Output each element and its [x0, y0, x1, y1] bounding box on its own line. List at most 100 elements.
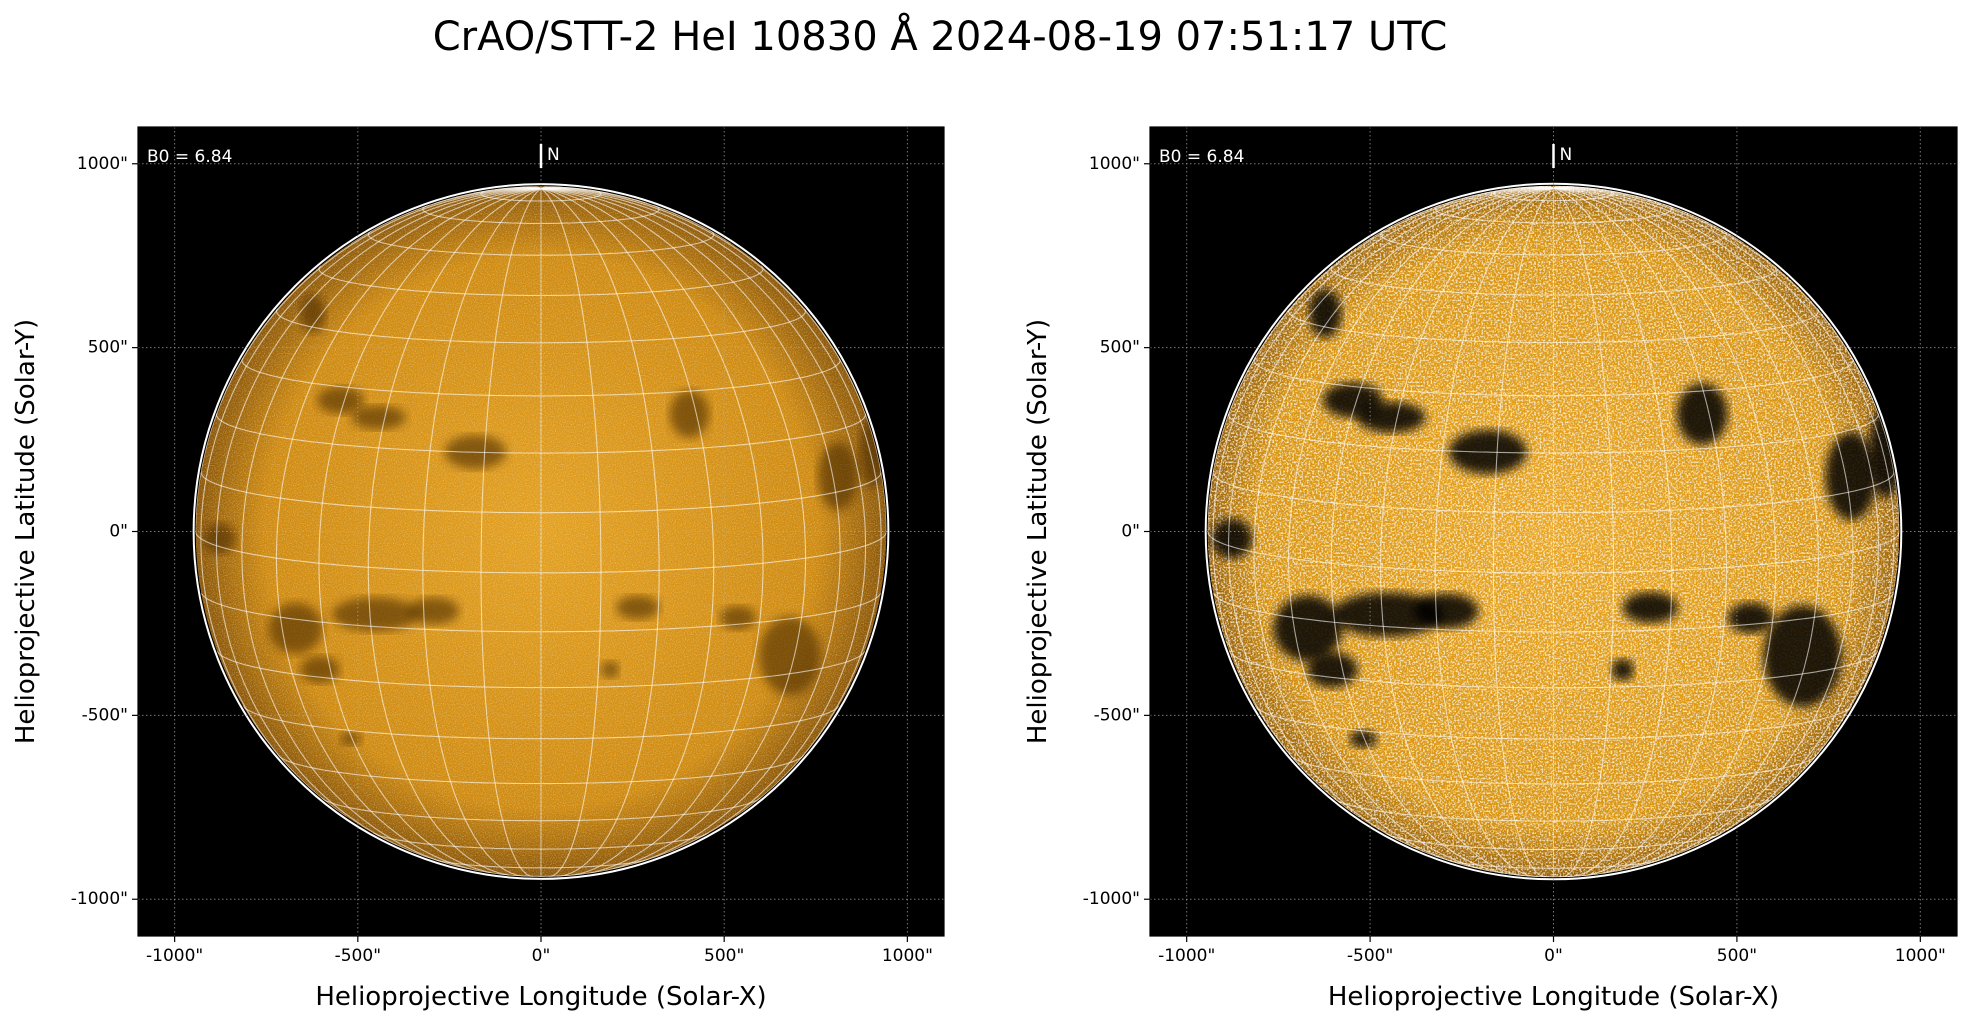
filament: [351, 405, 406, 430]
graticule-line: [215, 188, 542, 860]
graticule-line: [540, 188, 715, 877]
axes: -1000" -500" 0" 500" 1000" -1000" -500" 0" 500" 1…: [11, 126, 945, 1012]
filament: [1611, 658, 1635, 681]
graticule-line: [195, 188, 542, 532]
filament: [669, 390, 710, 438]
x-tick-label: 500": [1717, 946, 1757, 966]
graticule-line: [367, 188, 542, 877]
graticule-line: [1253, 187, 1554, 871]
filament: [268, 602, 323, 654]
filament: [616, 595, 660, 620]
graticule-line: [1212, 187, 1554, 818]
graticule-line: [1553, 187, 1745, 244]
x-tick-label: 0": [1544, 946, 1563, 966]
graticule-line: [540, 188, 660, 877]
graticule-line: [1553, 187, 1819, 875]
y-tick-label: -500": [1094, 705, 1140, 725]
graticule-line: [241, 188, 542, 870]
filament: [759, 616, 821, 695]
y-tick-label: 0": [109, 522, 128, 542]
graticule-line: [1553, 187, 1673, 878]
graticule-line: [540, 186, 548, 190]
graticule-line: [1553, 185, 1568, 189]
x-tick-label: -500": [1347, 946, 1393, 966]
x-axis-label: Helioprojective Longitude (Solar-X): [315, 982, 766, 1012]
y-tick-label: -500": [82, 705, 128, 725]
graticule-line: [540, 188, 887, 532]
filament: [1763, 605, 1842, 707]
graticule-line: [540, 188, 807, 874]
filament: [1349, 730, 1378, 748]
graticule-line: [1228, 187, 1554, 860]
filament: [1273, 595, 1343, 662]
filament: [1727, 602, 1774, 634]
y-axis-label: Helioprojective Latitude (Solar-Y): [11, 319, 41, 744]
filament: [818, 442, 858, 511]
x-tick-label: 500": [704, 946, 744, 966]
x-tick-label: 1000": [882, 946, 933, 966]
graticule-line: [540, 186, 556, 190]
y-tick-label: 500": [88, 338, 128, 358]
x-tick-label: 0": [532, 946, 551, 966]
y-tick-label: -1000": [1083, 889, 1140, 909]
graticule-line: [1553, 187, 1900, 532]
graticule-line: [540, 188, 764, 876]
graticule-line: [275, 188, 542, 874]
filament: [317, 386, 365, 414]
graticule-line: [200, 188, 542, 817]
graticule-line: [540, 187, 732, 244]
filament: [1306, 652, 1358, 688]
graticule-line: [1288, 187, 1554, 875]
filament: [1676, 383, 1728, 445]
filament: [1332, 592, 1443, 637]
graticule-line: [422, 188, 542, 877]
filament: [1211, 518, 1253, 559]
graticule-line: [1492, 187, 1554, 878]
axes-frame: [1149, 126, 1958, 937]
north-label: N: [547, 145, 560, 165]
y-tick-label: 500": [1100, 338, 1140, 358]
y-tick-label: 0": [1121, 522, 1140, 542]
graticule-line: [1553, 187, 1854, 871]
axes: -1000" -500" 0" 500" 1000" -1000" -500" 0" 500" 1…: [1023, 126, 1958, 1012]
filament: [1825, 432, 1877, 521]
filament: [1356, 401, 1426, 433]
graticule-line: [1434, 187, 1554, 878]
graticule-line: [1553, 187, 1615, 878]
filament: [1414, 593, 1479, 629]
graticule-line: [540, 188, 867, 860]
graticule-line: [318, 188, 542, 876]
graticule-line: [1207, 187, 1554, 532]
filament: [1622, 592, 1678, 623]
filament: [719, 605, 756, 630]
graticule-line: [480, 188, 542, 877]
filament: [1309, 289, 1342, 338]
x-tick-label: -500": [335, 946, 381, 966]
north-label: N: [1560, 145, 1573, 165]
graticule-line: [1362, 187, 1554, 244]
graticule-line: [350, 187, 542, 244]
y-tick-label: -1000": [71, 889, 128, 909]
graticule-line: [1553, 187, 1879, 860]
figure-title: CrAO/STT-2 HeI 10830 Å 2024-08-19 07:51:…: [433, 12, 1448, 60]
graticule-line: [1553, 187, 1895, 818]
graticule-line: [540, 188, 602, 877]
y-tick-label: 1000": [77, 154, 128, 174]
filament: [601, 661, 620, 679]
x-tick-label: -1000": [146, 946, 203, 966]
graticule-line: [1330, 187, 1554, 877]
graticule-line: [1553, 185, 1560, 189]
axes-frame: [137, 126, 945, 937]
graticule-line: [1553, 187, 1727, 878]
filament: [408, 597, 460, 625]
graticule-line: [1380, 187, 1554, 878]
graticule-line: [540, 188, 841, 870]
x-tick-label: 1000": [1895, 946, 1946, 966]
filament: [332, 597, 419, 632]
x-axis-label: Helioprojective Longitude (Solar-X): [1328, 982, 1779, 1012]
graticule-line: [1553, 187, 1777, 877]
x-tick-label: -1000": [1158, 946, 1215, 966]
annotation: B0 = 6.84: [147, 147, 232, 167]
